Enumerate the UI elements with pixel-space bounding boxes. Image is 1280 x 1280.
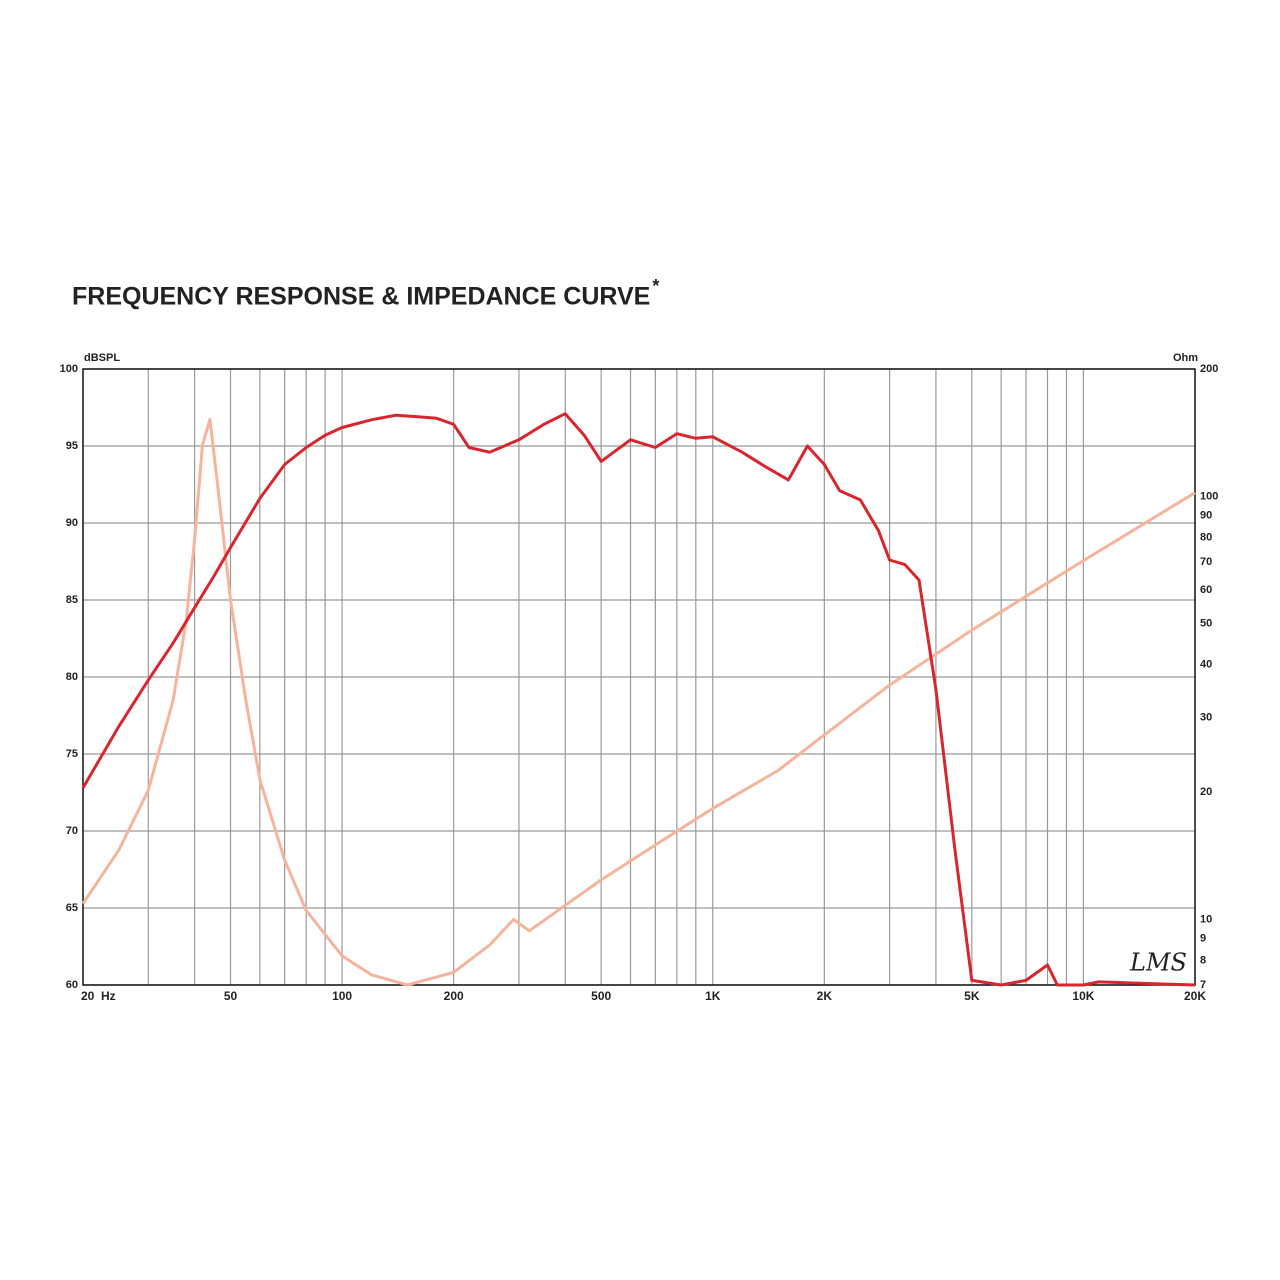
x-tick-label: 20 Hz xyxy=(81,989,116,1003)
x-tick-label: 2K xyxy=(817,989,833,1003)
y-tick-label: 75 xyxy=(66,748,78,760)
logo: LMS xyxy=(1129,949,1187,977)
y-tick-label: 80 xyxy=(66,671,78,683)
y2-tick-label: 30 xyxy=(1200,711,1212,723)
y2-tick-label: 10 xyxy=(1200,913,1212,925)
y-tick-label: 100 xyxy=(60,363,78,375)
y2-tick-label: 100 xyxy=(1200,490,1218,502)
y2-tick-label: 90 xyxy=(1200,510,1212,522)
series-line xyxy=(81,412,1196,987)
y2-axis-label: Ohm xyxy=(1173,352,1198,364)
series-line xyxy=(81,417,1196,987)
y-tick-label: 70 xyxy=(66,825,78,837)
x-tick-label: 1K xyxy=(705,989,721,1003)
y-tick-label: 65 xyxy=(66,902,78,914)
x-tick-label: 50 xyxy=(224,989,238,1003)
y-tick-label: 95 xyxy=(66,440,78,452)
x-tick-label: 500 xyxy=(591,989,611,1003)
y2-tick-label: 40 xyxy=(1200,659,1212,671)
x-tick-label: 200 xyxy=(444,989,464,1003)
y2-tick-label: 70 xyxy=(1200,556,1212,568)
y2-tick-label: 50 xyxy=(1200,618,1212,630)
y2-tick-label: 9 xyxy=(1200,933,1206,945)
x-tick-label: 20K xyxy=(1184,989,1206,1003)
chart-title: FREQUENCY RESPONSE & IMPEDANCE CURVE xyxy=(72,283,650,311)
title-mark: * xyxy=(652,276,659,296)
y-axis-label: dBSPL xyxy=(84,352,120,364)
y2-tick-label: 20 xyxy=(1200,786,1212,798)
x-tick-label: 100 xyxy=(332,989,352,1003)
x-tick-label: 5K xyxy=(964,989,980,1003)
y2-tick-label: 8 xyxy=(1200,954,1206,966)
y-tick-label: 90 xyxy=(66,517,78,529)
y-tick-label: 85 xyxy=(66,594,78,606)
y2-tick-label: 200 xyxy=(1200,363,1218,375)
y2-tick-label: 80 xyxy=(1200,531,1212,543)
plot-frame xyxy=(82,368,1196,986)
y2-tick-label: 7 xyxy=(1200,979,1206,991)
y2-tick-label: 60 xyxy=(1200,584,1212,596)
x-tick-label: 10K xyxy=(1072,989,1094,1003)
y-tick-label: 60 xyxy=(66,979,78,991)
